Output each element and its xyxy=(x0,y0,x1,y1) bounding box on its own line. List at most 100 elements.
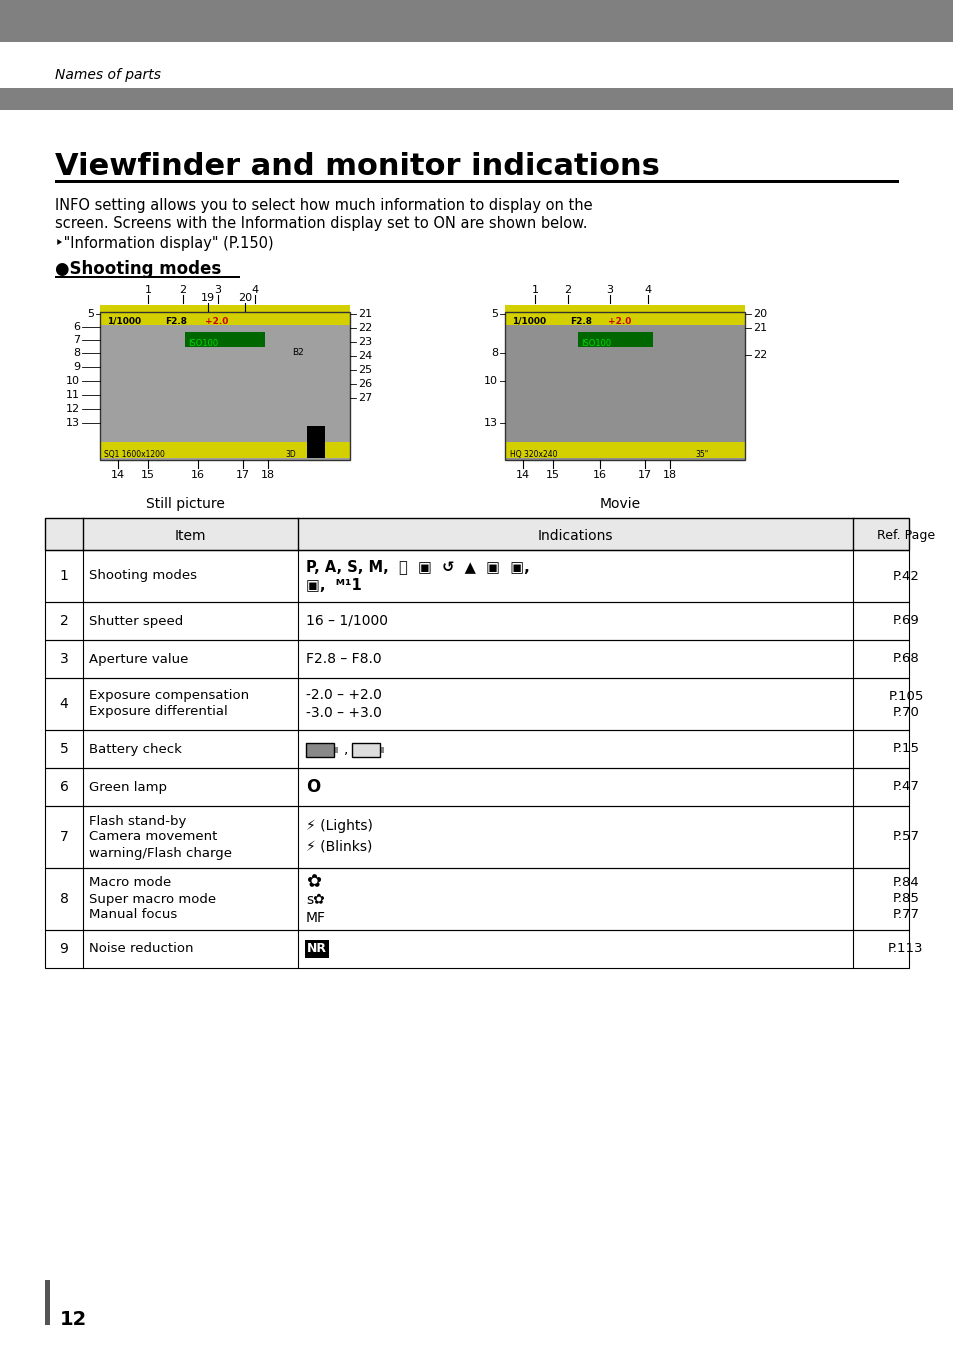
Text: Still picture: Still picture xyxy=(146,498,224,511)
Text: NR: NR xyxy=(307,943,327,955)
Bar xyxy=(45,550,908,603)
Bar xyxy=(100,305,350,325)
Text: 17: 17 xyxy=(235,469,250,480)
Bar xyxy=(352,742,379,757)
Text: F2.8: F2.8 xyxy=(165,317,187,325)
Text: ⚡ (Lights): ⚡ (Lights) xyxy=(306,819,373,833)
Bar xyxy=(0,87,953,110)
Bar xyxy=(100,443,350,459)
Bar xyxy=(45,806,908,868)
Bar xyxy=(45,929,908,968)
Text: warning/Flash charge: warning/Flash charge xyxy=(89,846,232,859)
Text: 17: 17 xyxy=(638,469,652,480)
Text: 27: 27 xyxy=(357,393,372,403)
Text: 7: 7 xyxy=(72,335,80,346)
Text: 10: 10 xyxy=(483,377,497,386)
Text: Green lamp: Green lamp xyxy=(89,780,167,794)
Text: 2: 2 xyxy=(564,285,571,295)
Text: ⚡ (Blinks): ⚡ (Blinks) xyxy=(306,839,372,853)
Bar xyxy=(45,640,908,678)
Text: Super macro mode: Super macro mode xyxy=(89,893,216,905)
Text: 22: 22 xyxy=(357,323,372,334)
Bar xyxy=(45,603,908,640)
Text: 1/1000: 1/1000 xyxy=(512,317,545,325)
Bar xyxy=(45,678,908,730)
Text: 15: 15 xyxy=(141,469,154,480)
Text: P.77: P.77 xyxy=(892,908,919,921)
Text: MF: MF xyxy=(306,911,326,925)
Text: 1: 1 xyxy=(144,285,152,295)
Text: 5: 5 xyxy=(491,309,497,319)
Text: 19: 19 xyxy=(201,293,214,303)
Text: ▣,  ᴹ¹1: ▣, ᴹ¹1 xyxy=(306,577,361,593)
Bar xyxy=(306,742,334,757)
Bar xyxy=(45,929,908,968)
Text: 4: 4 xyxy=(252,285,258,295)
Text: Noise reduction: Noise reduction xyxy=(89,943,193,955)
Text: Movie: Movie xyxy=(598,498,639,511)
Text: 4: 4 xyxy=(644,285,651,295)
Text: screen. Screens with the Information display set to ON are shown below.: screen. Screens with the Information dis… xyxy=(55,217,587,231)
Text: 13: 13 xyxy=(483,418,497,428)
Text: 16 – 1/1000: 16 – 1/1000 xyxy=(306,615,388,628)
Text: O: O xyxy=(306,777,320,796)
Text: 1: 1 xyxy=(531,285,537,295)
Text: Exposure differential: Exposure differential xyxy=(89,706,228,718)
Text: 8: 8 xyxy=(491,348,497,358)
Bar xyxy=(45,806,908,868)
Text: 13: 13 xyxy=(66,418,80,428)
Text: 16: 16 xyxy=(191,469,205,480)
Bar xyxy=(185,332,265,347)
Text: ●Shooting modes: ●Shooting modes xyxy=(55,260,221,278)
Bar xyxy=(504,312,744,460)
Bar xyxy=(45,550,908,603)
Text: 3D: 3D xyxy=(285,451,295,459)
Bar xyxy=(45,518,908,550)
Text: P.57: P.57 xyxy=(892,830,919,843)
Text: 4: 4 xyxy=(59,697,69,712)
Bar xyxy=(45,730,908,768)
Bar xyxy=(100,312,350,460)
Text: SQ1 1600x1200: SQ1 1600x1200 xyxy=(104,451,165,459)
Text: P.68: P.68 xyxy=(892,652,919,666)
Text: P.70: P.70 xyxy=(892,706,919,718)
Text: P.47: P.47 xyxy=(892,780,919,794)
Text: ‣"Information display" (P.150): ‣"Information display" (P.150) xyxy=(55,235,274,252)
Text: 12: 12 xyxy=(60,1310,87,1329)
Text: 14: 14 xyxy=(516,469,530,480)
Text: 6: 6 xyxy=(73,321,80,332)
Text: F2.8: F2.8 xyxy=(569,317,592,325)
Bar xyxy=(45,768,908,806)
Text: INFO setting allows you to select how much information to display on the: INFO setting allows you to select how mu… xyxy=(55,198,592,213)
Text: 18: 18 xyxy=(662,469,677,480)
Text: P.15: P.15 xyxy=(892,742,919,756)
Bar xyxy=(55,276,240,278)
Text: -2.0 – +2.0: -2.0 – +2.0 xyxy=(306,689,381,702)
Text: 15: 15 xyxy=(545,469,559,480)
Bar xyxy=(45,868,908,929)
Text: 3: 3 xyxy=(214,285,221,295)
Text: 2: 2 xyxy=(179,285,187,295)
Text: 7: 7 xyxy=(59,830,69,845)
Text: ✿: ✿ xyxy=(306,873,321,890)
Text: 12: 12 xyxy=(66,404,80,414)
Text: P.42: P.42 xyxy=(892,569,919,582)
Text: F2.8 – F8.0: F2.8 – F8.0 xyxy=(306,652,381,666)
Text: s✿: s✿ xyxy=(306,893,324,907)
Text: P, A, S, M,  ⌗  ▣  ↺  ▲  ▣  ▣,: P, A, S, M, ⌗ ▣ ↺ ▲ ▣ ▣, xyxy=(306,560,529,574)
Text: Item: Item xyxy=(174,529,206,543)
Text: 21: 21 xyxy=(357,309,372,319)
Text: P.113: P.113 xyxy=(887,943,923,955)
Text: 5: 5 xyxy=(59,742,69,756)
Text: P.69: P.69 xyxy=(892,615,919,628)
Text: 21: 21 xyxy=(752,323,766,334)
Text: 26: 26 xyxy=(357,379,372,389)
Text: Battery check: Battery check xyxy=(89,742,182,756)
Bar xyxy=(578,332,652,347)
Bar xyxy=(45,1280,50,1325)
Text: Aperture value: Aperture value xyxy=(89,652,188,666)
Bar xyxy=(100,315,350,460)
Text: Indications: Indications xyxy=(537,529,613,543)
Text: 9: 9 xyxy=(72,362,80,373)
Text: P.84: P.84 xyxy=(892,877,919,889)
